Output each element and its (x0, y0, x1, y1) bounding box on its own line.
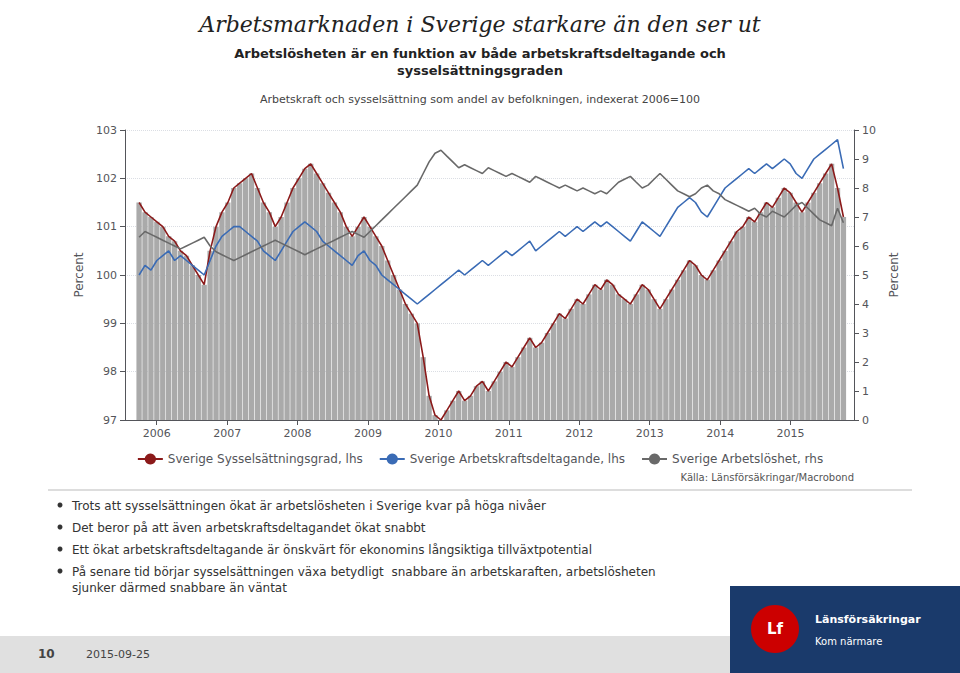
svg-text:2013: 2013 (636, 427, 664, 440)
svg-text:Percent: Percent (72, 252, 86, 297)
svg-text:2008: 2008 (284, 427, 312, 440)
svg-text:8: 8 (862, 182, 869, 195)
svg-text:102: 102 (96, 172, 117, 185)
svg-text:Kom närmare: Kom närmare (815, 636, 882, 647)
svg-text:100: 100 (96, 269, 117, 282)
svg-text:2014: 2014 (706, 427, 734, 440)
svg-text:Ett ökat arbetskraftsdeltagand: Ett ökat arbetskraftsdeltagande är önskv… (72, 543, 592, 557)
svg-text:3: 3 (862, 327, 869, 340)
svg-text:sjunker därmed snabbare än vän: sjunker därmed snabbare än väntat (72, 581, 287, 595)
svg-text:Sverige Sysselsättningsgrad, l: Sverige Sysselsättningsgrad, lhs (168, 452, 363, 466)
svg-text:sysselsättningsgraden: sysselsättningsgraden (397, 63, 563, 78)
svg-text:Arbetsmarknaden i Sverige star: Arbetsmarknaden i Sverige starkare än de… (197, 12, 760, 37)
svg-text:2006: 2006 (143, 427, 171, 440)
svg-text:0: 0 (862, 414, 869, 427)
svg-text:Det beror på att även arbetskr: Det beror på att även arbetskraftsdeltag… (72, 521, 426, 535)
svg-text:Percent: Percent (887, 252, 901, 297)
svg-text:Länsförsäkringar: Länsförsäkringar (815, 613, 921, 626)
svg-text:101: 101 (96, 220, 117, 233)
svg-text:1: 1 (862, 385, 869, 398)
svg-text:10: 10 (862, 124, 876, 137)
svg-text:Arbetskraft och sysselsättning: Arbetskraft och sysselsättning som andel… (260, 93, 700, 106)
svg-text:2015-09-25: 2015-09-25 (86, 648, 150, 661)
svg-text:97: 97 (103, 414, 117, 427)
svg-text:2009: 2009 (354, 427, 382, 440)
svg-text:2010: 2010 (424, 427, 452, 440)
svg-text:2012: 2012 (565, 427, 593, 440)
svg-text:99: 99 (103, 317, 117, 330)
svg-text:7: 7 (862, 211, 869, 224)
svg-text:Sverige Arbetslöshet, rhs: Sverige Arbetslöshet, rhs (672, 452, 823, 466)
svg-text:2007: 2007 (213, 427, 241, 440)
svg-text:4: 4 (862, 298, 869, 311)
svg-text:103: 103 (96, 124, 117, 137)
svg-text:2011: 2011 (495, 427, 523, 440)
svg-text:Lf: Lf (767, 620, 784, 638)
svg-text:Sverige Arbetskraftsdeltagande: Sverige Arbetskraftsdeltagande, lhs (410, 452, 625, 466)
svg-text:Arbetslösheten är en funktion: Arbetslösheten är en funktion av både ar… (234, 46, 726, 61)
svg-text:6: 6 (862, 240, 869, 253)
svg-text:2015: 2015 (777, 427, 805, 440)
svg-text:Trots att sysselsättningen öka: Trots att sysselsättningen ökat är arbet… (71, 499, 546, 513)
svg-text:98: 98 (103, 365, 117, 378)
svg-text:Källa: Länsförsäkringar/Macrob: Källa: Länsförsäkringar/Macrobond (681, 472, 854, 483)
svg-text:5: 5 (862, 269, 869, 282)
svg-text:9: 9 (862, 153, 869, 166)
svg-text:10: 10 (38, 647, 55, 661)
svg-text:På senare tid börjar sysselsät: På senare tid börjar sysselsättningen vä… (72, 565, 660, 579)
svg-text:2: 2 (862, 356, 869, 369)
